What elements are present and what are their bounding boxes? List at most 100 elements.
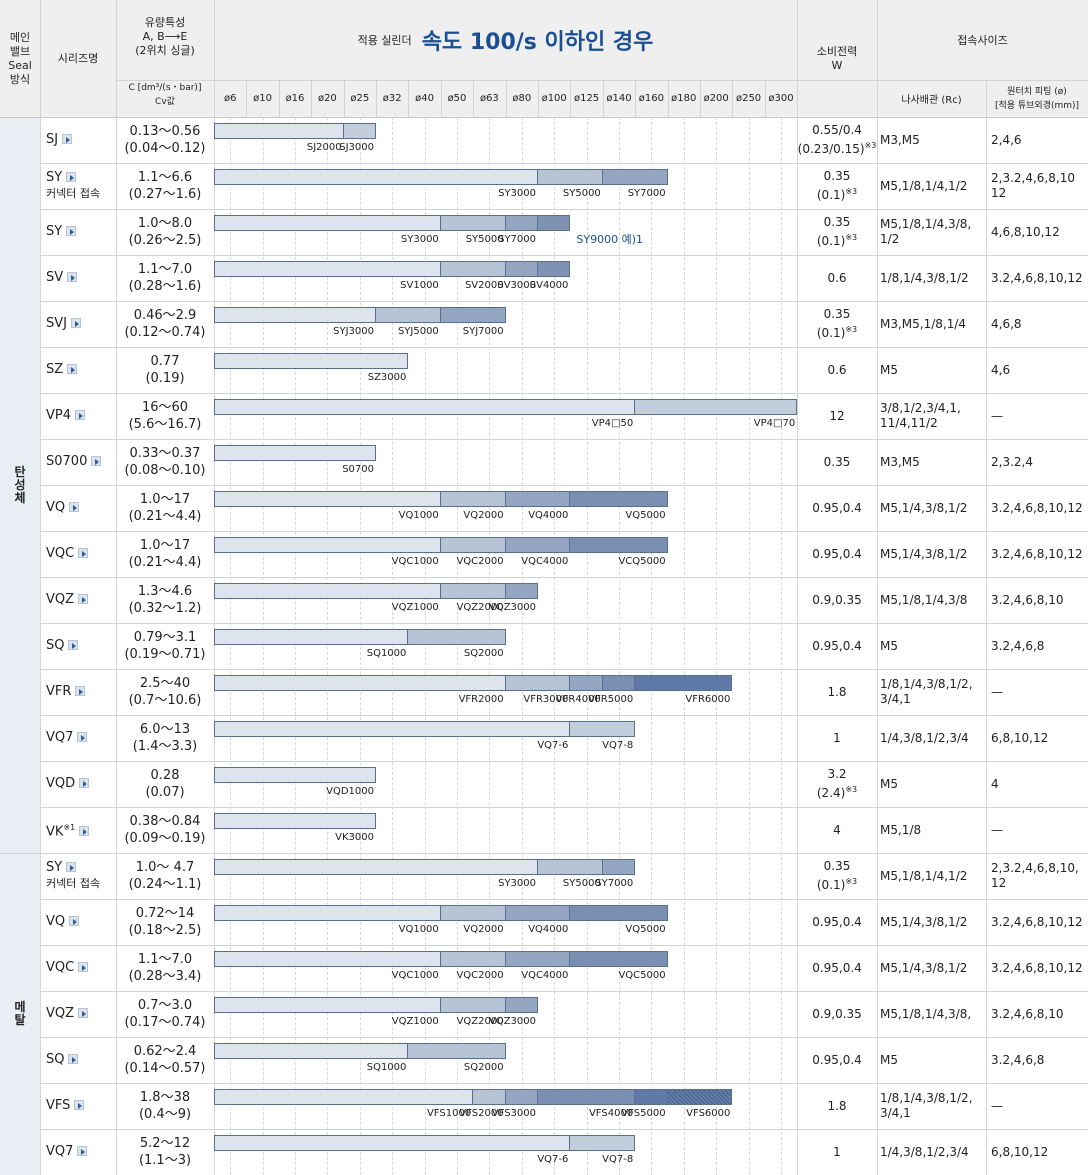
series-subtitle: 커넥터 접속 [46, 187, 101, 200]
power-value: 0.95,0.4 [812, 500, 862, 515]
flow-cv-value: (0.7〜10.6) [128, 693, 202, 708]
series-link-icon[interactable] [70, 318, 81, 328]
series-link-icon[interactable] [78, 962, 89, 972]
cylinder-range-bar [570, 537, 668, 553]
bar-label: VFR2000 [458, 694, 504, 705]
series-link-icon[interactable] [69, 502, 80, 512]
fitting-size-cell: 3.2,4,6,8,10 [991, 1006, 1064, 1021]
series-name: SQ [46, 638, 65, 653]
series-link-icon[interactable] [79, 826, 90, 837]
grid-line [0, 117, 1088, 118]
series-link-icon[interactable] [77, 732, 88, 742]
cylinder-range-bar [214, 537, 441, 553]
series-link-icon[interactable] [78, 594, 89, 604]
fitting-size-cell: 2,3.2,4 [991, 454, 1033, 469]
bore-guide-line [262, 117, 264, 1175]
power-value: 0.35 [823, 307, 851, 321]
power-value-low: (2.4) [816, 786, 846, 800]
cylinder-prefix: 적용 실린더 [357, 34, 412, 47]
bar-label: VP4□50 [591, 418, 634, 429]
thread-size-cell: M5,1/8,1/4,3/8 [880, 592, 968, 607]
series-link-icon[interactable] [77, 1146, 88, 1156]
flow-cell: 0.7〜3.0 (0.17〜0.74) [116, 991, 214, 1037]
grid-line [40, 577, 1088, 578]
series-link-icon[interactable] [62, 134, 73, 144]
series-link-icon[interactable] [68, 640, 79, 650]
bore-size-label: ø16 [285, 93, 305, 104]
bore-size-label: ø250 [735, 93, 762, 104]
grid-line [40, 945, 1088, 946]
bore-guide-line [359, 117, 361, 1175]
flow-unit-header-line: Cv값 [155, 97, 175, 107]
series-cell: VQD [46, 761, 116, 807]
cylinder-range-bar [505, 951, 571, 967]
bar-label: VQZ1000 [391, 1016, 439, 1027]
series-name-header: 시리즈명 [57, 52, 99, 65]
flow-cv-value: (0.18〜2.5) [128, 923, 202, 938]
series-link-icon[interactable] [66, 226, 77, 236]
bore-size-label: ø180 [671, 93, 697, 104]
bar-label: VFS4000 [588, 1108, 634, 1119]
thread-size-cell: M5,1/8 [880, 822, 922, 837]
grid-line [40, 301, 1088, 302]
series-link-icon[interactable] [75, 410, 86, 420]
bore-size-label: ø40 [415, 93, 434, 104]
flow-c-value: 0.79〜3.1 [133, 630, 197, 645]
flow-c-value: 1.0〜17 [139, 538, 191, 553]
fitting-size-cell: — [991, 684, 1003, 699]
series-link-icon[interactable] [74, 1100, 85, 1110]
bore-guide-line [619, 117, 620, 1175]
bar-label: VQ2000 [463, 924, 504, 935]
fitting-size-cell: 3.2,4,6,8,10,12 [991, 270, 1083, 285]
cylinder-title: 속도 100/s 이하인 경우 [421, 30, 654, 55]
series-link-icon[interactable] [79, 778, 90, 788]
power-cell: 3.2 (2.4)※3 [797, 761, 877, 807]
grid-line [40, 0, 41, 1175]
thread-size-cell: M5 [880, 776, 898, 791]
flow-cv-value: (5.6〜16.7) [128, 417, 202, 432]
bar-label: VFR6000 [685, 694, 731, 705]
thread-size-cell: M5 [880, 362, 898, 377]
power-value-low: (0.1) [816, 326, 846, 340]
power-cell: 1.8 [797, 1083, 877, 1129]
bar-label: VFS1000 [426, 1108, 472, 1119]
series-link-icon[interactable] [78, 1008, 89, 1018]
bore-guide-line [392, 117, 394, 1175]
fitting-size-cell: 3.2,4,6,8,10,12 [991, 500, 1083, 515]
bar-label: SQ1000 [366, 1062, 407, 1073]
flow-cv-value: (0.24〜1.1) [128, 877, 202, 892]
series-link-icon[interactable] [69, 916, 80, 926]
grid-line [440, 80, 442, 117]
bore-size-label: ø20 [317, 93, 337, 104]
cylinder-range-bar [570, 491, 668, 507]
grid-line [40, 1129, 1088, 1130]
bar-label: VQ7-8 [602, 740, 634, 751]
grid-line [408, 80, 410, 117]
grid-line [40, 393, 1088, 394]
flow-cv-value: (0.12〜0.74) [124, 325, 206, 340]
series-link-icon[interactable] [91, 456, 102, 466]
series-link-icon[interactable] [78, 548, 89, 558]
flow-characteristic-header-line: (2위치 싱글) [135, 44, 195, 57]
series-link-icon[interactable] [67, 364, 78, 374]
series-link-icon[interactable] [67, 272, 78, 282]
grid-line [570, 80, 572, 117]
bar-label: VQC2000 [456, 556, 504, 567]
series-cell: SY 커넥터 접속 [46, 853, 116, 899]
cylinder-range-bar [667, 1089, 733, 1105]
series-link-icon[interactable] [75, 686, 86, 696]
cylinder-range-bar [602, 169, 668, 185]
power-cell: 0.35 (0.1)※3 [797, 301, 877, 347]
flow-c-value: 1.1〜7.0 [137, 262, 193, 277]
series-link-icon[interactable] [68, 1054, 79, 1064]
grid-line [40, 485, 1088, 486]
bar-label: VQD1000 [326, 786, 374, 797]
series-link-icon[interactable] [66, 172, 77, 182]
cylinder-range-bar [538, 169, 603, 185]
bar-label: SY3000 [498, 188, 536, 199]
series-link-icon[interactable] [66, 862, 77, 872]
cylinder-range-bar [602, 859, 636, 875]
bar-label: VQ1000 [398, 924, 439, 935]
flow-c-value: 0.7〜3.0 [137, 998, 193, 1013]
